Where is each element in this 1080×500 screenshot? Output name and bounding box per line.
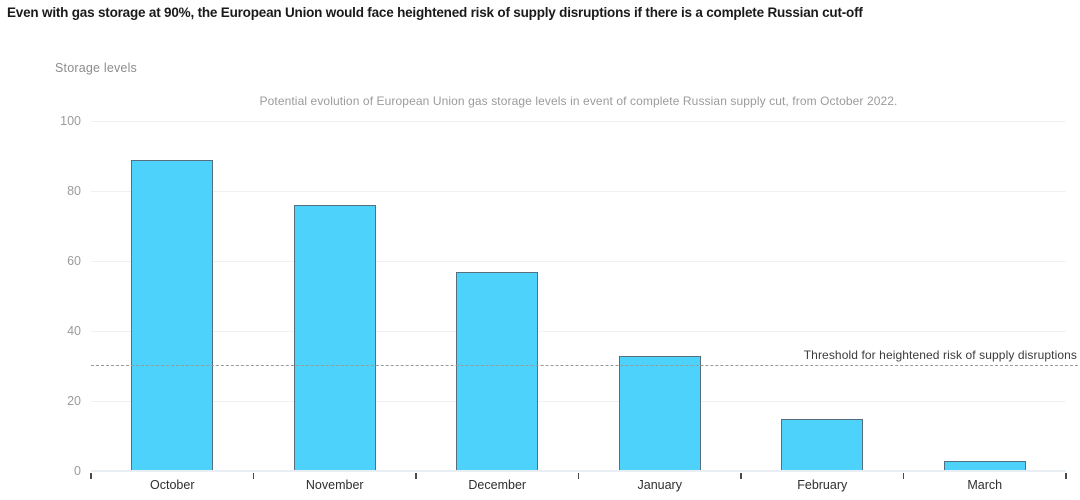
gridline-20	[91, 400, 1066, 402]
chart-subtitle: Potential evolution of European Union ga…	[259, 94, 898, 108]
bar-november	[293, 205, 376, 471]
x-tick-label-february: February	[797, 478, 848, 492]
x-tick-label-march: March	[967, 478, 1003, 492]
x-tick-label-december: December	[468, 478, 527, 492]
bar-december	[456, 271, 539, 471]
x-axis-tick	[577, 473, 580, 479]
y-tick-label-80: 80	[67, 184, 81, 198]
threshold-line	[91, 365, 1078, 366]
y-tick-label-60: 60	[67, 254, 81, 268]
bar-october	[131, 159, 214, 471]
x-tick-label-january: January	[637, 478, 682, 492]
y-axis-title: Storage levels	[55, 61, 138, 75]
x-axis-line	[91, 470, 1066, 472]
y-tick-label-100: 100	[60, 114, 81, 128]
x-axis-tick	[252, 473, 255, 479]
gridline-100	[91, 120, 1066, 122]
x-axis-tick	[902, 473, 905, 479]
bar-january	[618, 355, 701, 471]
y-tick-label-0: 0	[74, 464, 81, 478]
gridline-60	[91, 260, 1066, 262]
gridline-80	[91, 190, 1066, 192]
bar-february	[781, 418, 864, 471]
chart-title: Even with gas storage at 90%, the Europe…	[7, 5, 863, 20]
x-axis-tick	[415, 473, 417, 479]
y-tick-label-20: 20	[67, 394, 81, 408]
y-tick-label-40: 40	[67, 324, 81, 338]
x-tick-label-november: November	[305, 478, 364, 492]
x-axis-tick	[1065, 473, 1067, 479]
threshold-label: Threshold for heightened risk of supply …	[803, 348, 1077, 362]
x-axis-tick	[90, 473, 92, 479]
gridline-40	[91, 330, 1066, 332]
x-tick-label-october: October	[150, 478, 195, 492]
x-axis-tick	[740, 473, 742, 479]
